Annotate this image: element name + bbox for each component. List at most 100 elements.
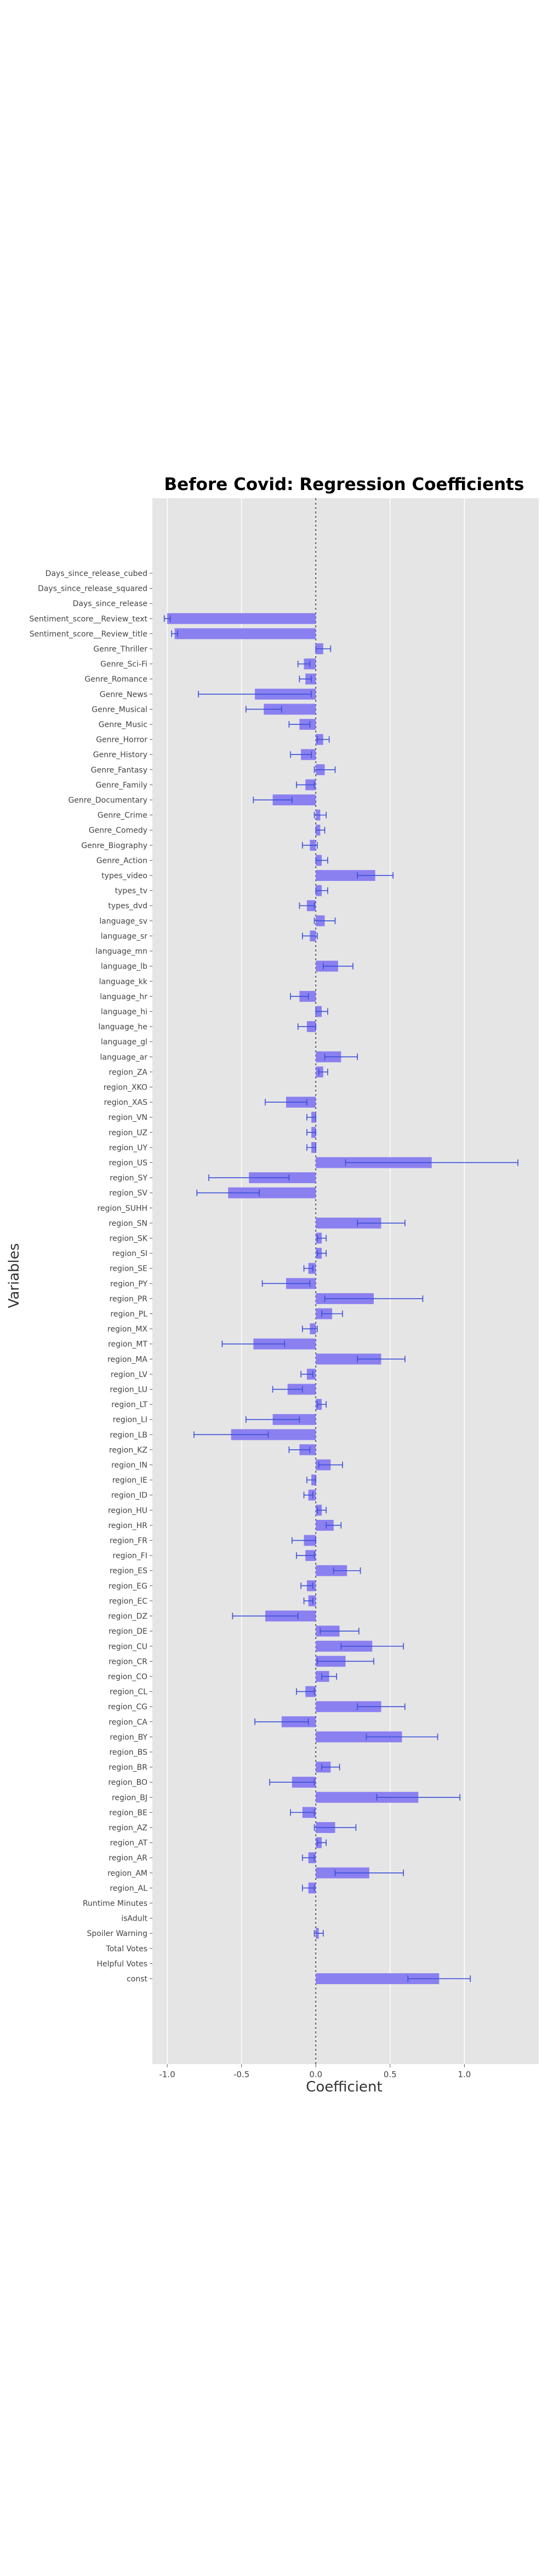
y-tick-label: Genre_Action: [96, 856, 147, 865]
y-tick-label: language_kk: [99, 977, 148, 986]
coefficient-bar: [316, 1353, 381, 1365]
y-tick-label: region_CG: [108, 1703, 147, 1711]
y-tick-label: language_hr: [100, 993, 147, 1001]
y-tick-label: region_XAS: [104, 1098, 147, 1107]
coefficient-bar: [167, 613, 316, 624]
y-tick-label: region_CR: [109, 1657, 147, 1666]
coefficient-bar: [316, 1565, 347, 1576]
y-tick-label: region_LI: [113, 1416, 147, 1425]
y-tick-label: Genre_Sci-Fi: [100, 660, 147, 669]
y-tick-label: region_SK: [110, 1234, 148, 1243]
y-tick-label: region_DE: [109, 1627, 147, 1636]
y-tick-label: region_LV: [111, 1370, 148, 1379]
y-tick-label: region_BR: [109, 1764, 147, 1772]
x-tick-label: 0.0: [309, 2070, 322, 2079]
y-tick-label: Genre_Documentary: [68, 796, 147, 805]
y-tick-label: Helpful Votes: [96, 1960, 147, 1968]
coefficient-bar: [316, 1791, 419, 1803]
y-tick-label: region_PY: [110, 1280, 147, 1288]
y-tick-label: Genre_Biography: [81, 842, 147, 850]
y-tick-label: region_AT: [110, 1839, 148, 1848]
y-tick-label: region_LT: [111, 1401, 147, 1409]
y-tick-label: region_ZA: [109, 1068, 148, 1077]
y-tick-label: region_VN: [109, 1114, 147, 1122]
x-tick-label: 0.5: [384, 2070, 397, 2079]
y-tick-label: region_SE: [110, 1265, 147, 1273]
y-tick-label: Genre_History: [93, 751, 147, 759]
y-tick-label: region_PR: [110, 1295, 148, 1304]
y-tick-label: region_BE: [109, 1808, 147, 1817]
y-tick-label: language_sv: [99, 917, 147, 926]
y-tick-label: region_LB: [110, 1431, 147, 1439]
y-tick-label: Genre_Comedy: [89, 826, 147, 835]
coefficient-bar: [272, 794, 316, 805]
y-tick-label: language_he: [98, 1023, 147, 1031]
y-tick-label: region_ID: [111, 1491, 147, 1500]
y-tick-label: region_HR: [108, 1522, 147, 1530]
y-tick-label: Genre_Horror: [96, 736, 147, 745]
y-tick-label: region_HU: [108, 1506, 147, 1515]
y-tick-label: region_CL: [110, 1688, 147, 1697]
y-tick-label: language_lb: [101, 963, 147, 971]
x-tick-label: 1.0: [458, 2070, 471, 2079]
y-tick-label: region_MX: [107, 1325, 147, 1334]
y-tick-label: language_sr: [101, 932, 147, 941]
y-tick-label: types_tv: [115, 887, 147, 896]
y-tick-label: Genre_Music: [99, 721, 147, 729]
y-tick-label: Total Votes: [105, 1945, 147, 1953]
y-tick-label: region_BS: [109, 1748, 147, 1757]
y-tick-label: isAdult: [121, 1915, 147, 1923]
chart-title: Before Covid: Regression Coefficients: [164, 475, 524, 494]
y-tick-label: Genre_Romance: [85, 675, 147, 684]
y-tick-label: region_MA: [107, 1355, 147, 1364]
y-tick-label: region_KZ: [109, 1446, 147, 1455]
y-tick-label: region_AM: [107, 1869, 147, 1878]
plot-area: [152, 498, 539, 2064]
y-tick-label: region_AL: [110, 1884, 147, 1893]
y-tick-label: Days_since_release_squared: [38, 585, 147, 593]
y-tick-label: region_UY: [109, 1144, 148, 1152]
y-tick-label: language_hi: [101, 1007, 147, 1016]
y-tick-label: region_FR: [110, 1537, 147, 1546]
y-tick-label: region_BY: [110, 1733, 147, 1742]
x-tick-label: -0.5: [233, 2070, 249, 2079]
coefficient-bar: [316, 1217, 381, 1229]
y-tick-label: region_SUHH: [98, 1204, 147, 1213]
y-tick-label: region_AZ: [109, 1824, 147, 1832]
y-tick-label: Genre_Thriller: [93, 645, 147, 654]
y-tick-label: region_UZ: [109, 1128, 147, 1137]
y-tick-label: region_DZ: [108, 1612, 147, 1621]
y-tick-label: types_video: [101, 872, 147, 880]
y-tick-label: region_SY: [110, 1174, 147, 1183]
y-tick-label: region_SV: [109, 1189, 147, 1198]
y-tick-label: region_MT: [108, 1340, 147, 1349]
y-tick-label: region_EC: [109, 1597, 147, 1606]
y-tick-label: region_CU: [109, 1643, 147, 1651]
y-tick-label: region_IN: [111, 1461, 147, 1470]
y-tick-label: Days_since_release_cubed: [45, 569, 147, 578]
y-tick-label: region_FI: [113, 1552, 147, 1560]
coefficient-bar: [316, 870, 375, 881]
y-tick-label: Sentiment_score__Review_title: [30, 630, 147, 638]
y-tick-label: Genre_Crime: [98, 811, 147, 820]
y-tick-label: region_ES: [110, 1567, 147, 1576]
y-tick-label: region_PL: [110, 1310, 147, 1319]
y-tick-label: language_ar: [100, 1053, 147, 1062]
y-tick-label: region_SI: [112, 1249, 147, 1258]
x-axis-label: Coefficient: [306, 2079, 382, 2095]
y-tick-label: region_BJ: [112, 1794, 147, 1802]
y-tick-label: region_US: [109, 1159, 148, 1167]
x-tick-label: -1.0: [159, 2070, 175, 2079]
y-tick-label: region_IE: [112, 1476, 147, 1485]
coefficient-bar: [264, 704, 316, 715]
y-tick-label: Sentiment_score__Review_text: [29, 615, 147, 624]
coefficient-bar: [174, 628, 316, 639]
y-tick-label: region_CA: [109, 1718, 147, 1727]
y-axis-label: Variables: [6, 1243, 22, 1309]
y-tick-label: region_AR: [109, 1854, 147, 1863]
y-tick-label: region_CO: [108, 1673, 147, 1681]
y-tick-label: language_gl: [101, 1038, 147, 1047]
y-tick-label: const: [127, 1975, 147, 1984]
